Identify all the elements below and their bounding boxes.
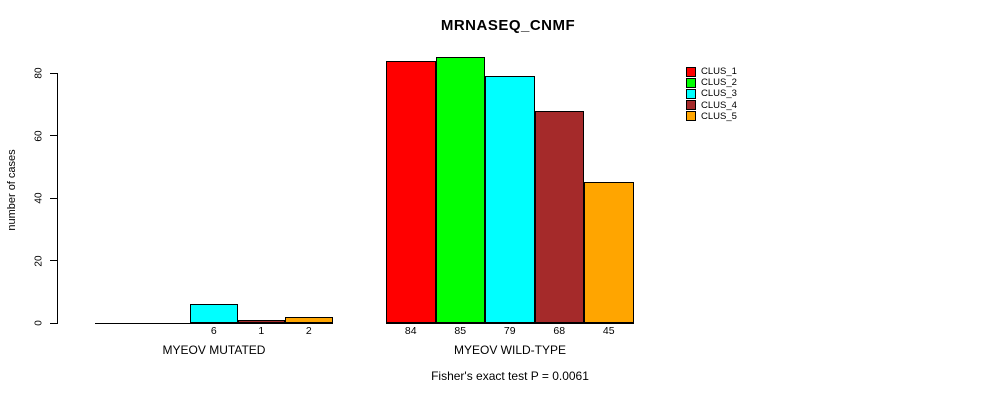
bar-value-label-clus_2-group1: 85 bbox=[454, 325, 467, 337]
legend-swatch-clus_4 bbox=[686, 100, 696, 111]
chart-title: MRNASEQ_CNMF bbox=[440, 17, 576, 34]
legend-swatch-clus_2 bbox=[686, 77, 696, 88]
y-tick-label-0: 0 bbox=[33, 320, 45, 326]
bar-clus_2-group1 bbox=[435, 57, 485, 323]
bar-value-label-clus_4-group0: 1 bbox=[258, 325, 265, 337]
y-tick-mark-80 bbox=[50, 72, 58, 74]
bar-value-label-clus_3-group1: 79 bbox=[503, 325, 516, 337]
bar-clus_3-group1 bbox=[485, 76, 535, 323]
legend-item-clus_2: CLUS_2 bbox=[686, 77, 737, 88]
y-axis-title-text: number of cases bbox=[6, 149, 18, 231]
group-baseline-1 bbox=[386, 323, 634, 324]
y-tick-label-80: 80 bbox=[33, 67, 45, 79]
legend-swatch-clus_5 bbox=[686, 111, 696, 122]
y-tick-mark-60 bbox=[50, 135, 58, 136]
bar-clus_5-group1 bbox=[584, 182, 634, 323]
y-tick-label-40: 40 bbox=[33, 192, 45, 204]
bar-clus_4-group0 bbox=[237, 319, 285, 323]
legend-label-clus_5: CLUS_5 bbox=[701, 110, 737, 122]
group-baseline-0 bbox=[95, 323, 333, 324]
bar-value-label-clus_3-group0: 6 bbox=[210, 325, 217, 337]
legend-swatch-clus_1 bbox=[686, 66, 696, 77]
x-group-label-wildtype: MYEOV WILD-TYPE bbox=[453, 343, 566, 357]
bar-value-label-clus_1-group1: 84 bbox=[404, 325, 417, 337]
y-tick-mark-0 bbox=[50, 322, 58, 324]
legend-item-clus_4: CLUS_4 bbox=[686, 100, 737, 111]
legend-label-clus_3: CLUS_3 bbox=[701, 88, 737, 100]
bar-clus_4-group1 bbox=[534, 110, 584, 323]
legend-item-clus_3: CLUS_3 bbox=[686, 88, 737, 99]
y-tick-mark-20 bbox=[50, 260, 58, 261]
bar-clus_3-group0 bbox=[190, 304, 238, 323]
y-tick-mark-40 bbox=[50, 197, 58, 199]
legend-item-clus_1: CLUS_1 bbox=[686, 66, 737, 77]
legend-swatch-clus_3 bbox=[686, 88, 696, 99]
bar-value-label-clus_4-group1: 68 bbox=[553, 325, 566, 337]
legend-label-clus_4: CLUS_4 bbox=[701, 99, 737, 111]
bar-clus_5-group0 bbox=[285, 316, 333, 323]
bar-value-label-clus_5-group1: 45 bbox=[602, 325, 615, 337]
bar-value-label-clus_5-group0: 2 bbox=[305, 325, 312, 337]
bar-clus_1-group1 bbox=[386, 60, 436, 323]
y-tick-label-60: 60 bbox=[33, 129, 45, 142]
legend-item-clus_5: CLUS_5 bbox=[686, 111, 737, 122]
y-tick-label-20: 20 bbox=[33, 254, 45, 267]
legend-label-clus_1: CLUS_1 bbox=[701, 66, 737, 77]
y-axis-line bbox=[57, 73, 58, 324]
legend-label-clus_2: CLUS_2 bbox=[701, 77, 737, 89]
x-group-label-mutated: MYEOV MUTATED bbox=[162, 343, 266, 357]
fisher-test-annotation: Fisher's exact test P = 0.0061 bbox=[431, 369, 589, 383]
